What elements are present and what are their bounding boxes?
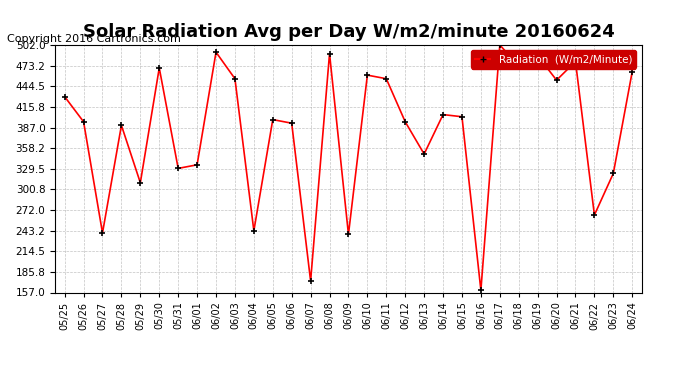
Legend: Radiation  (W/m2/Minute): Radiation (W/m2/Minute) <box>471 50 636 69</box>
Text: Copyright 2016 Cartronics.com: Copyright 2016 Cartronics.com <box>7 34 181 44</box>
Title: Solar Radiation Avg per Day W/m2/minute 20160624: Solar Radiation Avg per Day W/m2/minute … <box>83 22 614 40</box>
